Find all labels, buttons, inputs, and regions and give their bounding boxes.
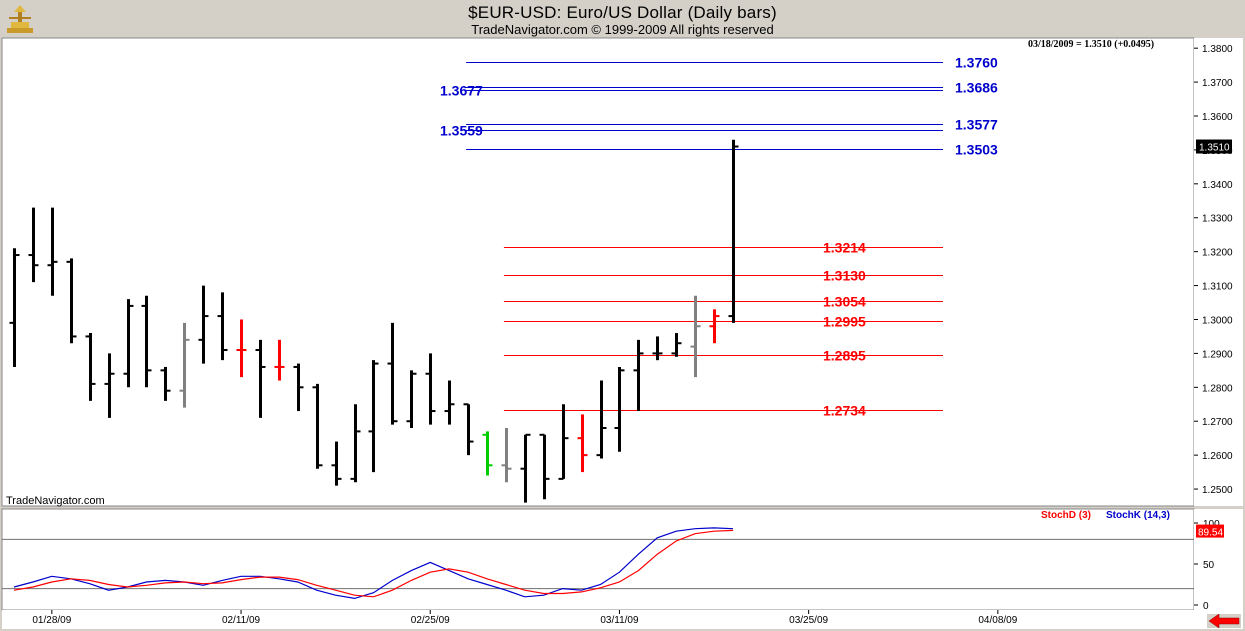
ohlc-bar bbox=[728, 139, 739, 323]
ohlc-bar bbox=[596, 380, 607, 459]
ohlc-bar bbox=[104, 353, 115, 418]
ohlc-bar bbox=[274, 339, 285, 381]
ohlc-bar bbox=[350, 404, 361, 483]
stoch-d-legend: StochD (3) bbox=[1041, 510, 1091, 521]
ohlc-bar bbox=[141, 295, 152, 388]
ohlc-bar bbox=[28, 207, 39, 283]
level-label: 1.3054 bbox=[823, 294, 866, 310]
stoch-tick-label: 100 bbox=[1203, 519, 1220, 530]
ohlc-bar bbox=[47, 207, 58, 296]
date-tick-label: 04/08/09 bbox=[978, 615, 1017, 626]
date-tick-label: 01/28/09 bbox=[32, 615, 71, 626]
ohlc-bar bbox=[633, 339, 644, 412]
current-price-box bbox=[1196, 139, 1232, 154]
price-axis-pane bbox=[1194, 38, 1243, 506]
level-label: 1.3677 bbox=[440, 83, 483, 99]
quote-readout: 03/18/2009 = 1.3510 (+0.0495) bbox=[1028, 39, 1154, 50]
price-tick-label: 1.2900 bbox=[1202, 349, 1233, 360]
ohlc-bar bbox=[387, 322, 398, 425]
ohlc-bar bbox=[255, 339, 266, 418]
price-tick-label: 1.2800 bbox=[1202, 383, 1233, 394]
ohlc-bar bbox=[331, 441, 342, 486]
stoch-k-legend: StochK (14,3) bbox=[1106, 510, 1170, 521]
level-label: 1.3559 bbox=[440, 123, 483, 139]
date-tick-label: 03/25/09 bbox=[789, 615, 828, 626]
stochastic-pane bbox=[1, 508, 1195, 611]
level-label: 1.3130 bbox=[823, 268, 866, 284]
level-label: 1.3214 bbox=[823, 240, 866, 256]
stoch-d-line bbox=[13, 529, 734, 598]
level-label: 1.2995 bbox=[823, 314, 866, 330]
stoch-k-line bbox=[13, 527, 734, 600]
stoch-tick-label: 50 bbox=[1203, 560, 1215, 571]
ohlc-bar bbox=[293, 363, 304, 412]
price-tick-label: 1.3700 bbox=[1202, 78, 1233, 89]
chart-subtitle: TradeNavigator.com © 1999-2009 All right… bbox=[471, 22, 774, 37]
ohlc-bar bbox=[406, 370, 417, 428]
price-tick-label: 1.3200 bbox=[1202, 248, 1233, 259]
ohlc-bar bbox=[577, 414, 588, 473]
date-tick-label: 03/11/09 bbox=[600, 615, 639, 626]
ohlc-bar bbox=[444, 380, 455, 425]
ohlc-bar bbox=[425, 353, 436, 425]
ohlc-bar bbox=[463, 403, 474, 456]
chart-header: $EUR-USD: Euro/US Dollar (Daily bars) Tr… bbox=[0, 0, 1245, 38]
ohlc-bar bbox=[312, 383, 323, 469]
price-tick-label: 1.3600 bbox=[1202, 112, 1233, 123]
red-left-arrow-icon[interactable] bbox=[1207, 613, 1241, 629]
ohlc-bar bbox=[614, 366, 625, 452]
ohlc-bar bbox=[558, 404, 569, 480]
level-label: 1.2734 bbox=[823, 403, 866, 419]
level-label: 1.3686 bbox=[955, 80, 998, 96]
price-pane bbox=[1, 37, 1195, 507]
ohlc-bar bbox=[123, 299, 134, 388]
ohlc-bar bbox=[652, 336, 663, 361]
level-label: 1.3577 bbox=[955, 117, 998, 133]
level-label: 1.2895 bbox=[823, 348, 866, 364]
ohlc-bar bbox=[160, 366, 171, 401]
ohlc-bar bbox=[671, 333, 682, 357]
ohlc-bar bbox=[179, 322, 190, 408]
ohlc-bar bbox=[66, 258, 77, 344]
ohlc-bar bbox=[217, 292, 228, 361]
ohlc-bar bbox=[482, 431, 493, 476]
ohlc-bar bbox=[539, 433, 550, 500]
ohlc-bar bbox=[236, 319, 247, 378]
ohlc-bar bbox=[368, 360, 379, 473]
price-tick-label: 1.3100 bbox=[1202, 282, 1233, 293]
watermark: TradeNavigator.com bbox=[6, 495, 105, 507]
price-tick-label: 1.3000 bbox=[1202, 315, 1233, 326]
price-tick-label: 1.3400 bbox=[1202, 180, 1233, 191]
date-axis-pane bbox=[2, 610, 1243, 629]
level-label: 1.3760 bbox=[955, 55, 998, 71]
current-price-label: 1.3510 bbox=[1199, 143, 1230, 154]
trade-navigator-logo-icon bbox=[7, 5, 33, 33]
date-tick-label: 02/25/09 bbox=[411, 615, 450, 626]
ohlc-bar bbox=[520, 433, 531, 503]
stoch-current-box bbox=[1196, 524, 1224, 538]
ohlc-bar bbox=[85, 333, 96, 401]
price-tick-label: 1.2700 bbox=[1202, 417, 1233, 428]
price-tick-label: 1.2600 bbox=[1202, 451, 1233, 462]
price-tick-label: 1.2500 bbox=[1202, 485, 1233, 496]
ohlc-bar bbox=[198, 285, 209, 364]
ohlc-bar bbox=[690, 295, 701, 378]
stoch-tick-label: 0 bbox=[1203, 601, 1209, 612]
chart-title: $EUR-USD: Euro/US Dollar (Daily bars) bbox=[468, 3, 777, 22]
level-label: 1.3503 bbox=[955, 142, 998, 158]
price-tick-label: 1.3800 bbox=[1202, 44, 1233, 55]
ohlc-bar bbox=[501, 428, 512, 483]
ohlc-bar bbox=[709, 309, 720, 344]
date-tick-label: 02/11/09 bbox=[222, 615, 261, 626]
stoch-current-label: 89.54 bbox=[1198, 528, 1223, 539]
price-tick-label: 1.3300 bbox=[1202, 214, 1233, 225]
ohlc-bar bbox=[9, 248, 20, 367]
